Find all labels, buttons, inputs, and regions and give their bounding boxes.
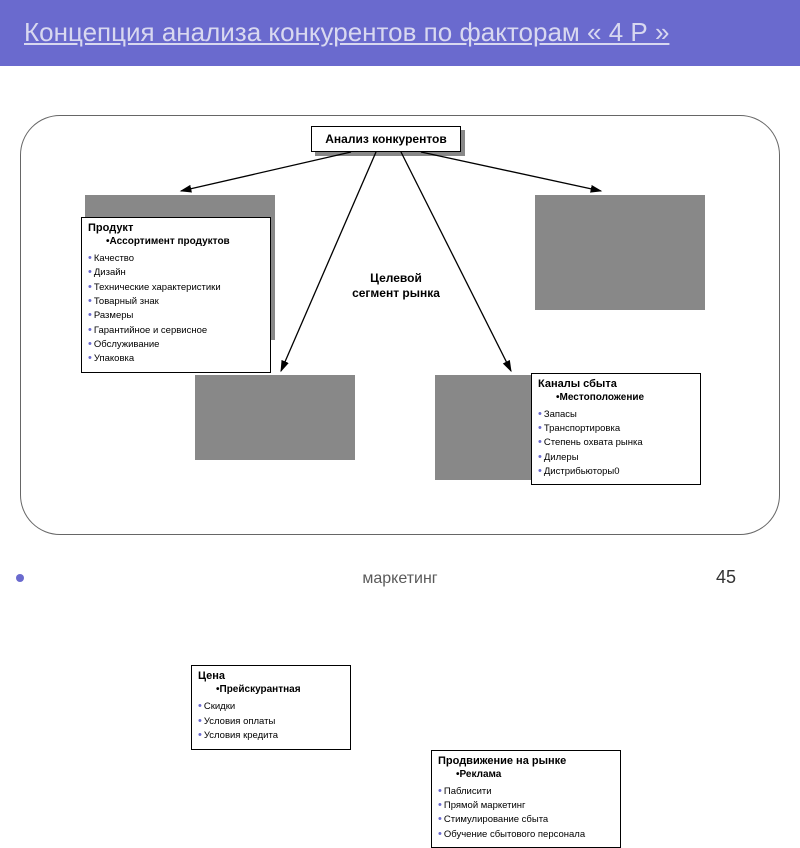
price-item: Условия оплаты <box>198 714 344 728</box>
channels-item: Степень охвата рынка <box>538 435 694 449</box>
channels-item: Транспортировка <box>538 421 694 435</box>
promotion-list: ПаблиситиПрямой маркетингСтимулирование … <box>432 784 620 847</box>
product-title: Продукт <box>82 218 270 236</box>
product-list: КачествоДизайнТехнические характеристики… <box>82 251 270 372</box>
channels-item: Запасы <box>538 407 694 421</box>
promotion-title: Продвижение на рынке <box>432 751 620 769</box>
root-box: Анализ конкурентов <box>311 126 461 152</box>
promotion-item: Прямой маркетинг <box>438 798 614 812</box>
channels-subtitle: •Местоположение <box>532 392 700 407</box>
product-item: Качество <box>88 251 264 265</box>
channels-shadow <box>535 195 705 310</box>
price-title: Цена <box>192 666 350 684</box>
diagram-frame: Анализ конкурентов Целевой сегмент рынка… <box>20 115 780 535</box>
slide-title: Концепция анализа конкурентов по фактора… <box>0 0 800 66</box>
price-list: СкидкиУсловия оплатыУсловия кредита <box>192 699 350 748</box>
channels-title: Каналы сбыта <box>532 374 700 392</box>
channels-item: Дилеры <box>538 450 694 464</box>
page-number: 45 <box>716 567 736 588</box>
price-item: Скидки <box>198 699 344 713</box>
price-subtitle: •Прейскурантная <box>192 684 350 699</box>
footer-label: маркетинг <box>0 570 800 588</box>
price-shadow <box>195 375 355 460</box>
promotion-box: Продвижение на рынке •Реклама ПаблиситиП… <box>431 750 621 848</box>
product-item: Размеры <box>88 308 264 322</box>
center-label: Целевой сегмент рынка <box>351 271 441 301</box>
promotion-item: Обучение сбытового персонала <box>438 827 614 841</box>
promotion-item: Стимулирование сбыта <box>438 812 614 826</box>
channels-box: Каналы сбыта •Местоположение ЗапасыТранс… <box>531 373 701 486</box>
channels-list: ЗапасыТранспортировкаСтепень охвата рынк… <box>532 407 700 485</box>
product-item: Дизайн <box>88 265 264 279</box>
product-item: Технические характеристики <box>88 280 264 294</box>
product-item: Упаковка <box>88 351 264 365</box>
channels-item: Дистрибьюторы0 <box>538 464 694 478</box>
product-item: Гарантийное и сервисное <box>88 323 264 337</box>
price-box: Цена •Прейскурантная СкидкиУсловия оплат… <box>191 665 351 749</box>
product-item: Товарный знак <box>88 294 264 308</box>
product-item: Обслуживание <box>88 337 264 351</box>
product-subtitle: •Ассортимент продуктов <box>82 236 270 251</box>
promotion-subtitle: •Реклама <box>432 769 620 784</box>
price-item: Условия кредита <box>198 728 344 742</box>
product-box: Продукт •Ассортимент продуктов КачествоД… <box>81 217 271 373</box>
promotion-item: Паблисити <box>438 784 614 798</box>
